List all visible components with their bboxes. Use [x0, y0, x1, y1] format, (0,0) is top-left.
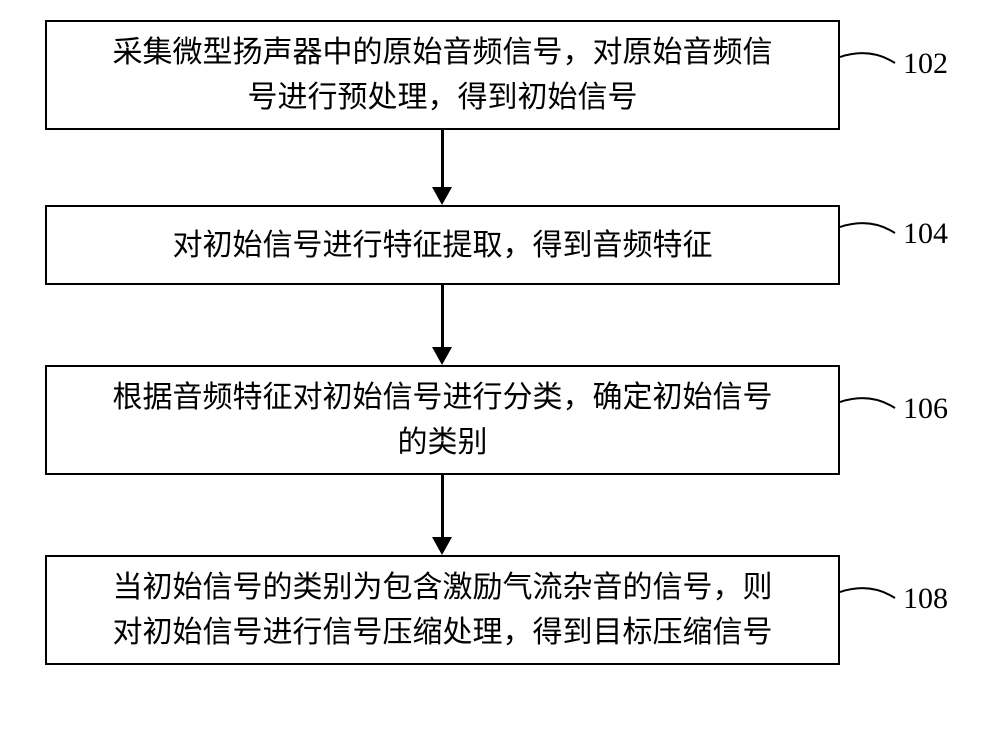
- flow-node-2-text: 对初始信号进行特征提取，得到音频特征: [67, 223, 818, 268]
- flow-node-4: 当初始信号的类别为包含激励气流杂音的信号，则对初始信号进行信号压缩处理，得到目标…: [45, 555, 840, 665]
- arrow-2-3-line: [441, 285, 444, 347]
- flow-node-4-text: 当初始信号的类别为包含激励气流杂音的信号，则对初始信号进行信号压缩处理，得到目标…: [67, 565, 818, 655]
- arrow-1-2-line: [441, 130, 444, 187]
- flow-node-3: 根据音频特征对初始信号进行分类，确定初始信号的类别: [45, 365, 840, 475]
- flow-node-3-label: 106: [903, 392, 948, 426]
- label-3-connector: [840, 392, 900, 422]
- flowchart-canvas: 采集微型扬声器中的原始音频信号，对原始音频信号进行预处理，得到初始信号 102 …: [0, 0, 1000, 754]
- label-4-connector: [840, 582, 900, 612]
- arrow-3-4-line: [441, 475, 444, 537]
- flow-node-1-text: 采集微型扬声器中的原始音频信号，对原始音频信号进行预处理，得到初始信号: [67, 30, 818, 120]
- flow-node-2-label: 104: [903, 217, 948, 251]
- flow-node-3-text: 根据音频特征对初始信号进行分类，确定初始信号的类别: [67, 375, 818, 465]
- label-1-connector: [840, 47, 900, 77]
- flow-node-2: 对初始信号进行特征提取，得到音频特征: [45, 205, 840, 285]
- flow-node-1: 采集微型扬声器中的原始音频信号，对原始音频信号进行预处理，得到初始信号: [45, 20, 840, 130]
- flow-node-4-label: 108: [903, 582, 948, 616]
- arrow-1-2-head: [432, 187, 452, 205]
- label-2-connector: [840, 217, 900, 247]
- arrow-2-3-head: [432, 347, 452, 365]
- flow-node-1-label: 102: [903, 47, 948, 81]
- arrow-3-4-head: [432, 537, 452, 555]
